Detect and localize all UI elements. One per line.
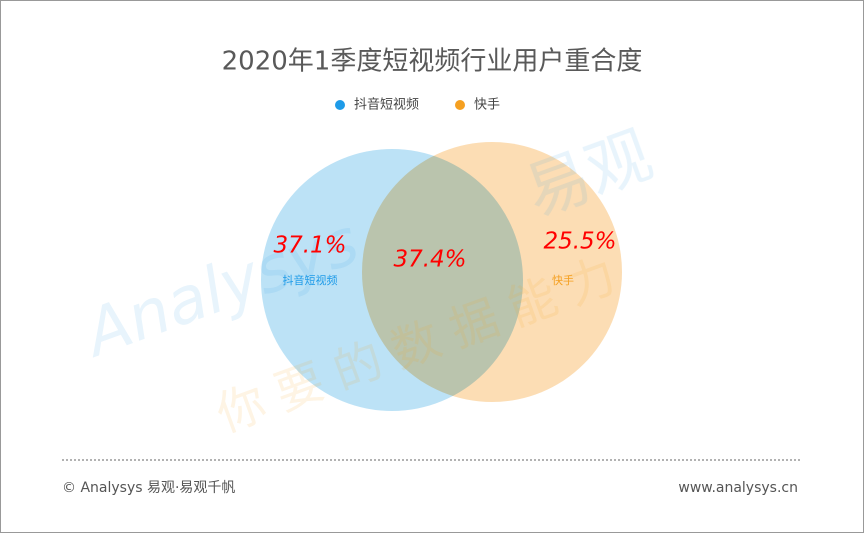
legend-marker xyxy=(455,100,465,110)
legend-label: 抖音短视频 xyxy=(354,97,419,113)
legend-marker xyxy=(335,100,345,110)
region-name-label: 快手 xyxy=(552,273,574,287)
region-value-label: 37.1% xyxy=(273,233,346,259)
footer-left: © Analysys 易观·易观千帆 xyxy=(62,480,235,496)
overlap-value-label: 37.4% xyxy=(393,247,466,273)
region-value-label: 25.5% xyxy=(543,229,616,255)
region-name-label: 抖音短视频 xyxy=(283,273,338,287)
chart-title: 2020年1季度短视频行业用户重合度 xyxy=(222,47,643,77)
legend-label: 快手 xyxy=(474,98,500,113)
footer-right: www.analysys.cn xyxy=(678,480,798,496)
venn-circle xyxy=(362,142,622,402)
